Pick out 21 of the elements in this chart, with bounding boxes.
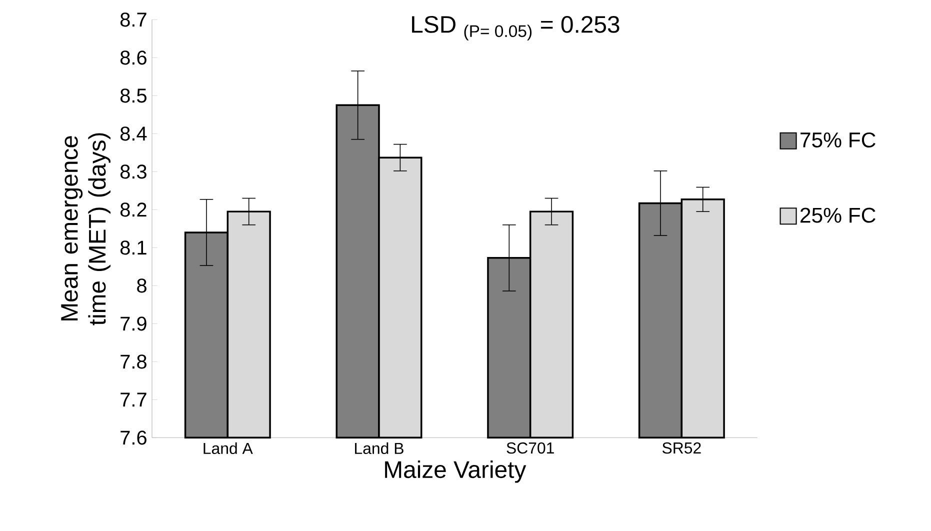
legend-label: 75% FC [800, 132, 876, 148]
x-tick-label: Land A [204, 442, 253, 454]
y-tick-label: 8.2 [120, 202, 146, 217]
y-tick-label: 8.6 [120, 50, 146, 65]
y-tick-label: 8.7 [120, 12, 146, 27]
y-tick-label: 7.8 [120, 354, 146, 369]
y-tick-label: 8.4 [120, 126, 147, 141]
x-tick-label: Land B [355, 442, 404, 454]
chart-title: LSD $_{(P= 0.05)}$ = 0.253 [412, 16, 620, 40]
x-tick-label: SR52 [662, 442, 701, 454]
y-tick-label: 7.6 [120, 430, 146, 445]
y-tick-label: 8.3 [120, 164, 146, 179]
y-tick-label: 8 [137, 278, 146, 293]
y-tick-label: 7.7 [120, 392, 146, 407]
x-axis-title: Maize Variety [385, 460, 526, 483]
legend-label: 25% FC [800, 208, 876, 223]
y-tick-label: 8.5 [120, 88, 146, 103]
y-tick-label: 7.9 [120, 316, 146, 331]
y-axis-title: Mean emergence time (MET) (days) [61, 133, 110, 326]
x-tick-label: SC701 [506, 442, 554, 454]
y-tick-label: 8.1 [120, 240, 146, 255]
